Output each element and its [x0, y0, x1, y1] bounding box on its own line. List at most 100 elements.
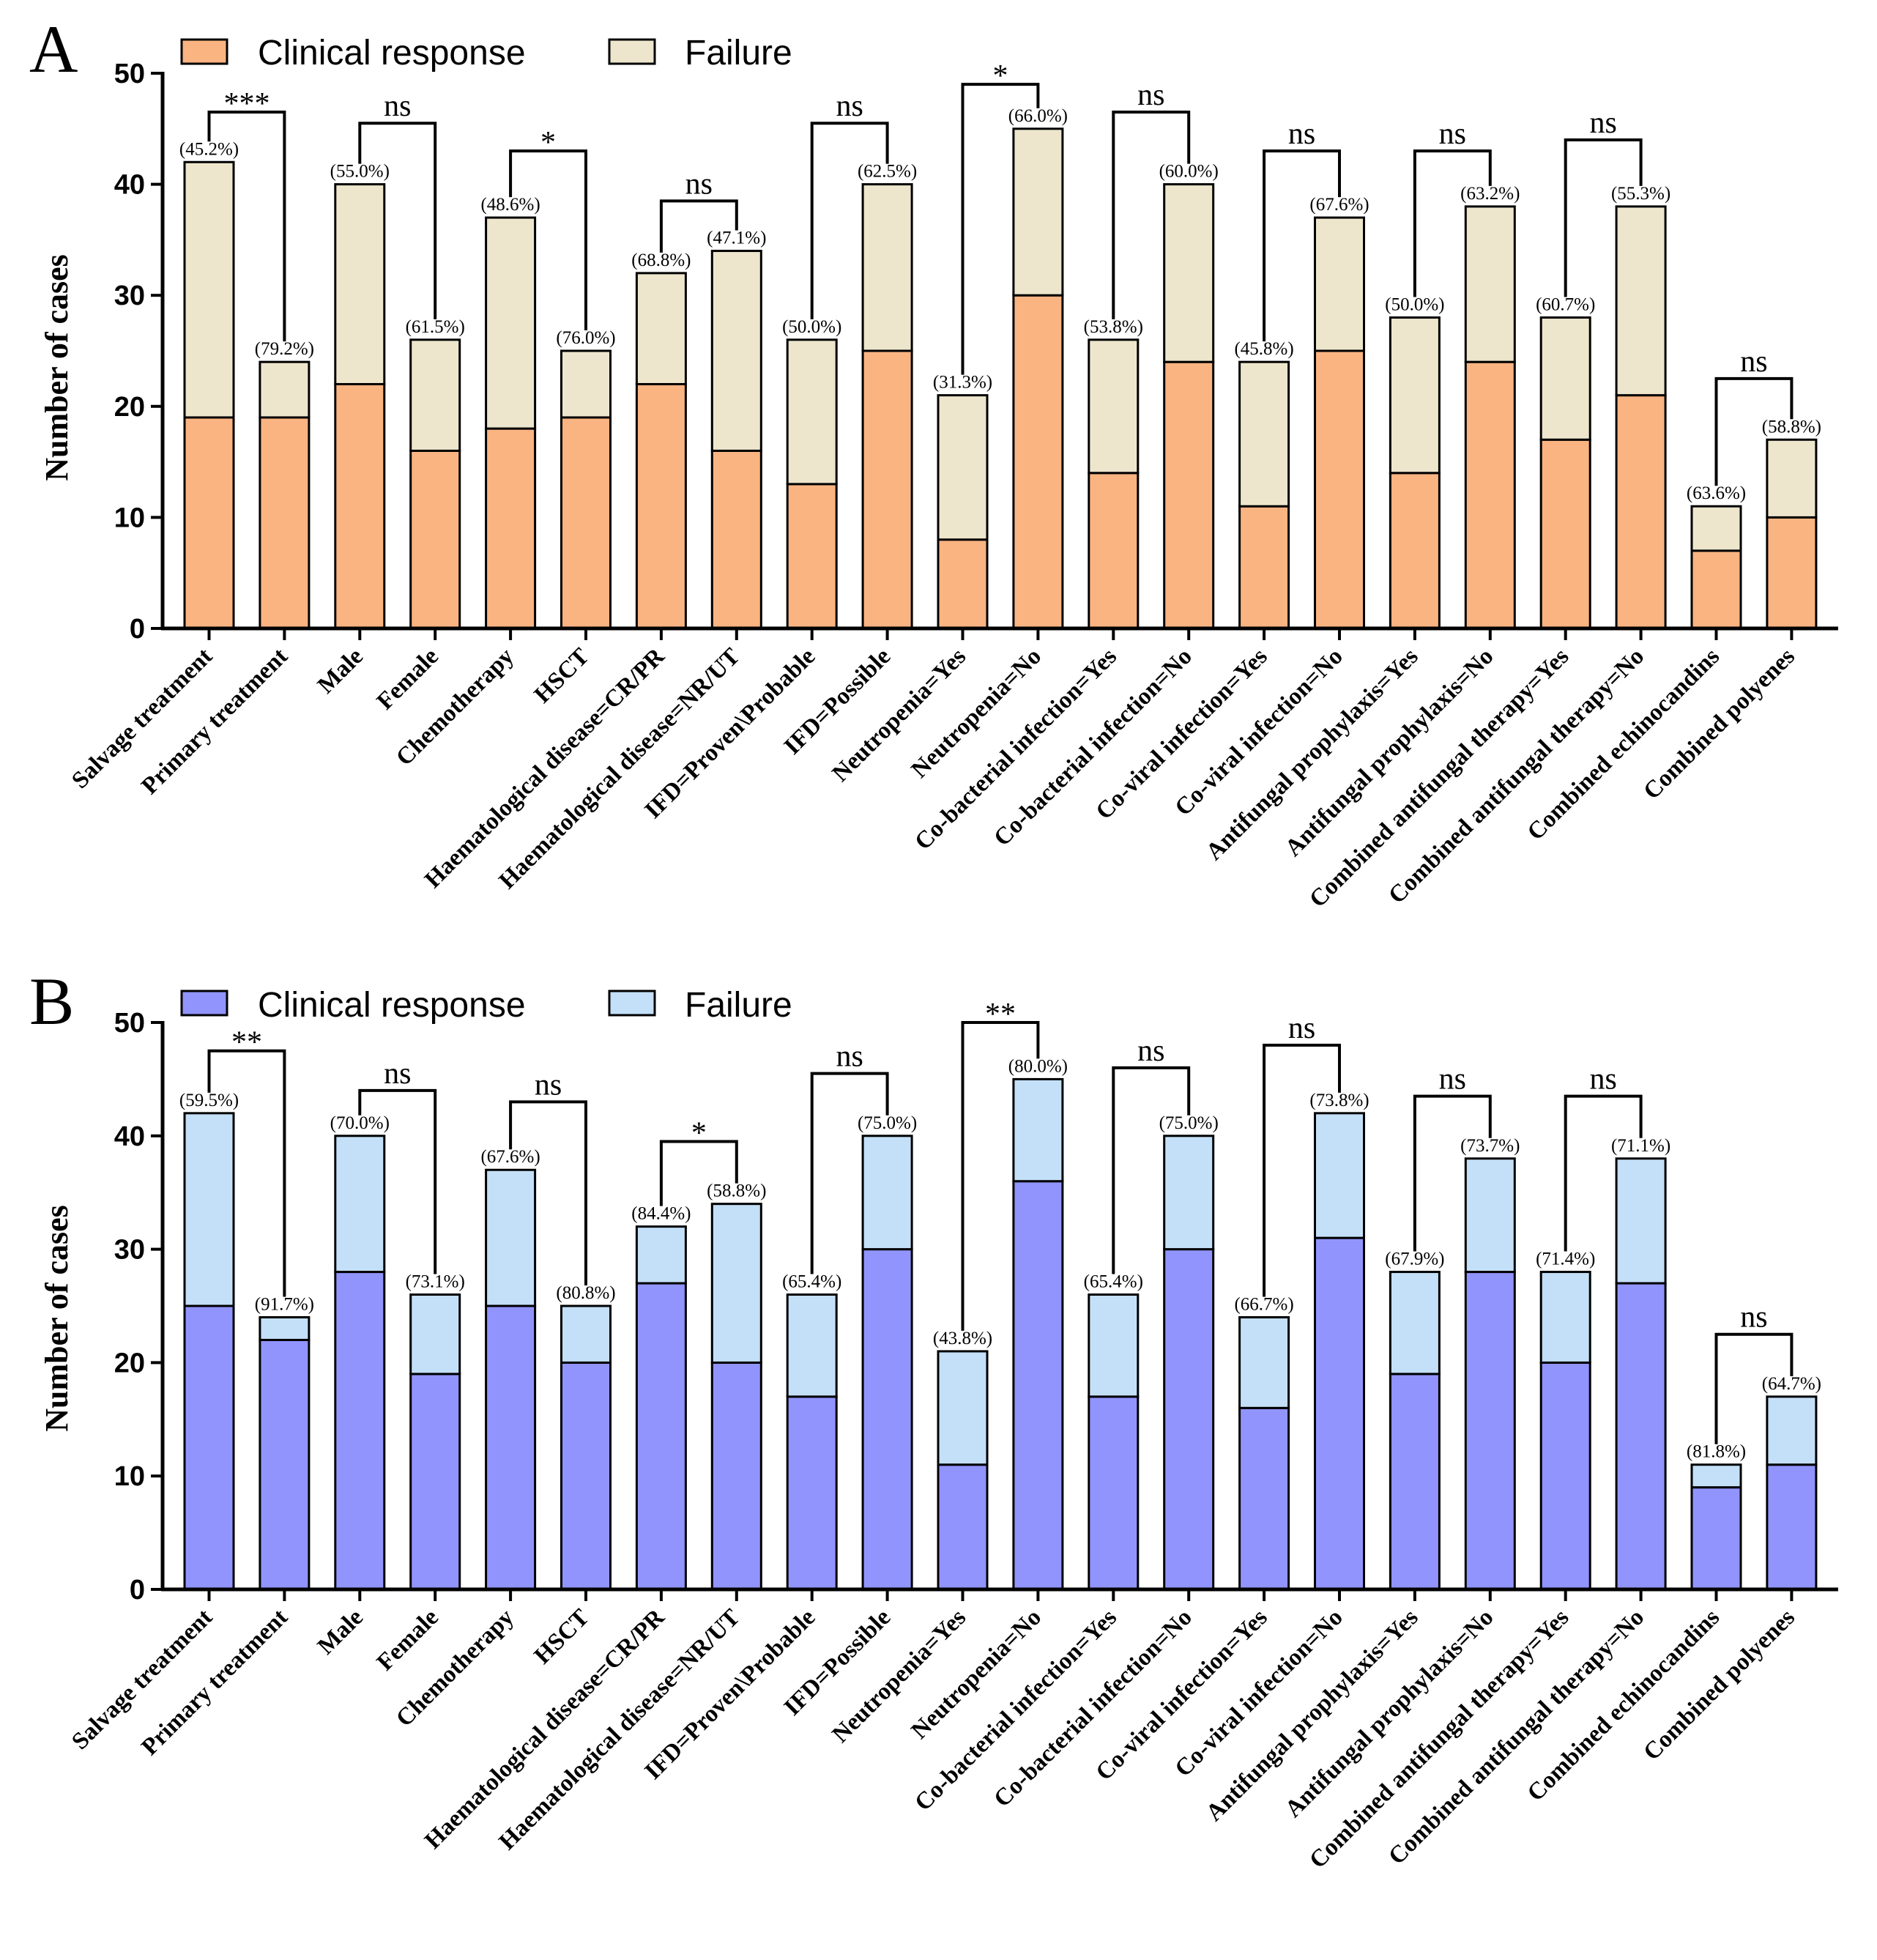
bar-response [861, 1248, 913, 1591]
bar-response [1314, 349, 1365, 630]
bar-response [409, 1373, 461, 1591]
bar-failure [1539, 316, 1591, 441]
y-tick-label: 40 [114, 170, 145, 201]
plot-area: (59.5%) (91.7%) (70.0%) (73.1%) (67.6%) (80.8… [67, 998, 1838, 1874]
significance-bracket [1413, 149, 1492, 297]
significance-bracket [1413, 1094, 1492, 1252]
bar-failure [710, 250, 762, 452]
significance-label: ** [231, 1026, 262, 1060]
bar-failure [861, 1135, 913, 1251]
significance-label: ns [384, 89, 411, 123]
bar-failure [1615, 1157, 1667, 1285]
bar-response [1163, 1248, 1215, 1591]
bar-response [1389, 472, 1441, 630]
bar-response [560, 1361, 612, 1591]
percent-label: (59.5%) [179, 1091, 239, 1110]
bar-failure [259, 1315, 311, 1341]
bar-response [259, 416, 311, 630]
percent-label: (63.6%) [1687, 483, 1746, 503]
bar-response [485, 427, 537, 630]
y-axis-label: Number of cases [39, 1205, 75, 1432]
bar-response [1615, 1282, 1667, 1591]
bar-response [1690, 549, 1742, 630]
bar-failure [183, 1112, 235, 1307]
percent-label: (58.8%) [707, 1181, 766, 1201]
bar-response [1464, 1271, 1516, 1591]
significance-bracket [810, 122, 889, 319]
bar-response [485, 1304, 537, 1591]
y-tick-label: 50 [114, 59, 145, 89]
significance-bracket [1714, 1332, 1794, 1444]
significance-bracket [1112, 1066, 1191, 1274]
significance-label: * [992, 59, 1008, 93]
bar-failure [710, 1203, 762, 1364]
y-tick-label: 50 [114, 1008, 145, 1039]
legend-swatch-response [180, 990, 228, 1017]
bar-failure [1314, 216, 1365, 352]
bar-failure [334, 183, 386, 385]
bar-response [937, 1463, 989, 1591]
significance-bracket [810, 1072, 889, 1274]
bar-response [183, 416, 235, 630]
y-tick-label: 0 [130, 614, 145, 645]
bar-response [1088, 1395, 1140, 1591]
x-tick-label: Neutropenia=Yes [828, 1604, 972, 1748]
y-tick-label: 20 [114, 392, 145, 423]
significance-bracket [509, 1100, 587, 1285]
significance-label: ** [985, 998, 1016, 1031]
percent-label: (67.9%) [1385, 1250, 1444, 1269]
bar-failure [183, 160, 235, 419]
percent-label: (50.0%) [1385, 295, 1444, 315]
significance-label: ns [1439, 1063, 1466, 1096]
significance-bracket [207, 1049, 286, 1297]
significance-label: ns [685, 167, 713, 201]
bar-failure [786, 1293, 838, 1398]
legend: Clinical response Failure [180, 986, 792, 1025]
bar-failure [861, 183, 913, 352]
significance-bracket [1714, 376, 1794, 486]
percent-label: (55.3%) [1611, 184, 1670, 204]
legend-swatch-response [180, 38, 228, 65]
significance-label: * [691, 1117, 707, 1151]
bar-failure [259, 360, 311, 419]
significance-label: * [540, 126, 556, 160]
x-tick-label: Neutropenia=No [907, 1604, 1047, 1744]
percent-label: (73.7%) [1460, 1136, 1520, 1156]
significance-label: ns [1589, 1063, 1616, 1096]
significance-bracket [358, 1088, 437, 1274]
bar-response [861, 349, 913, 630]
bar-response [1464, 360, 1516, 630]
bar-response [1539, 438, 1591, 630]
y-axis-label: Number of cases [39, 254, 75, 481]
significance-label: ns [1740, 345, 1767, 379]
significance-bracket [961, 83, 1040, 375]
bar-response [409, 449, 461, 630]
legend-swatch-failure [608, 38, 656, 65]
significance-label: ns [535, 1068, 562, 1102]
bar-response [635, 1282, 687, 1591]
bar-failure [786, 338, 838, 486]
x-tick-label: Female [372, 643, 444, 715]
bar-failure [1238, 1315, 1290, 1409]
bar-failure [1539, 1271, 1591, 1364]
percent-label: (45.8%) [1234, 339, 1293, 359]
significance-label: ns [384, 1057, 411, 1091]
y-tick-label: 30 [114, 1235, 145, 1266]
bar-response [937, 538, 989, 630]
panel-letter: B [29, 964, 74, 1039]
percent-label: (73.1%) [406, 1272, 465, 1292]
bar-response [1766, 516, 1818, 630]
bar-response [183, 1304, 235, 1591]
bar-failure [1012, 1077, 1064, 1183]
bar-response [1314, 1236, 1365, 1591]
legend-label-response: Clinical response [258, 986, 526, 1025]
bar-response [710, 1361, 762, 1591]
percent-label: (64.7%) [1762, 1374, 1821, 1394]
percent-label: (61.5%) [406, 317, 465, 337]
significance-bracket [1263, 149, 1341, 342]
bar-response [786, 483, 838, 630]
x-tick-label: HSCT [529, 1604, 595, 1669]
bar-failure [1766, 1395, 1818, 1466]
x-tick-label: Male [313, 1604, 368, 1660]
bar-failure [409, 1293, 461, 1376]
